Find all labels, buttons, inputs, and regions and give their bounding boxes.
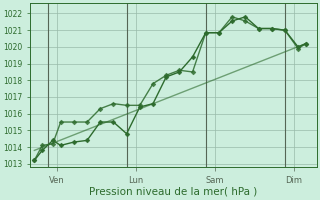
X-axis label: Pression niveau de la mer( hPa ): Pression niveau de la mer( hPa ) [89, 187, 258, 197]
